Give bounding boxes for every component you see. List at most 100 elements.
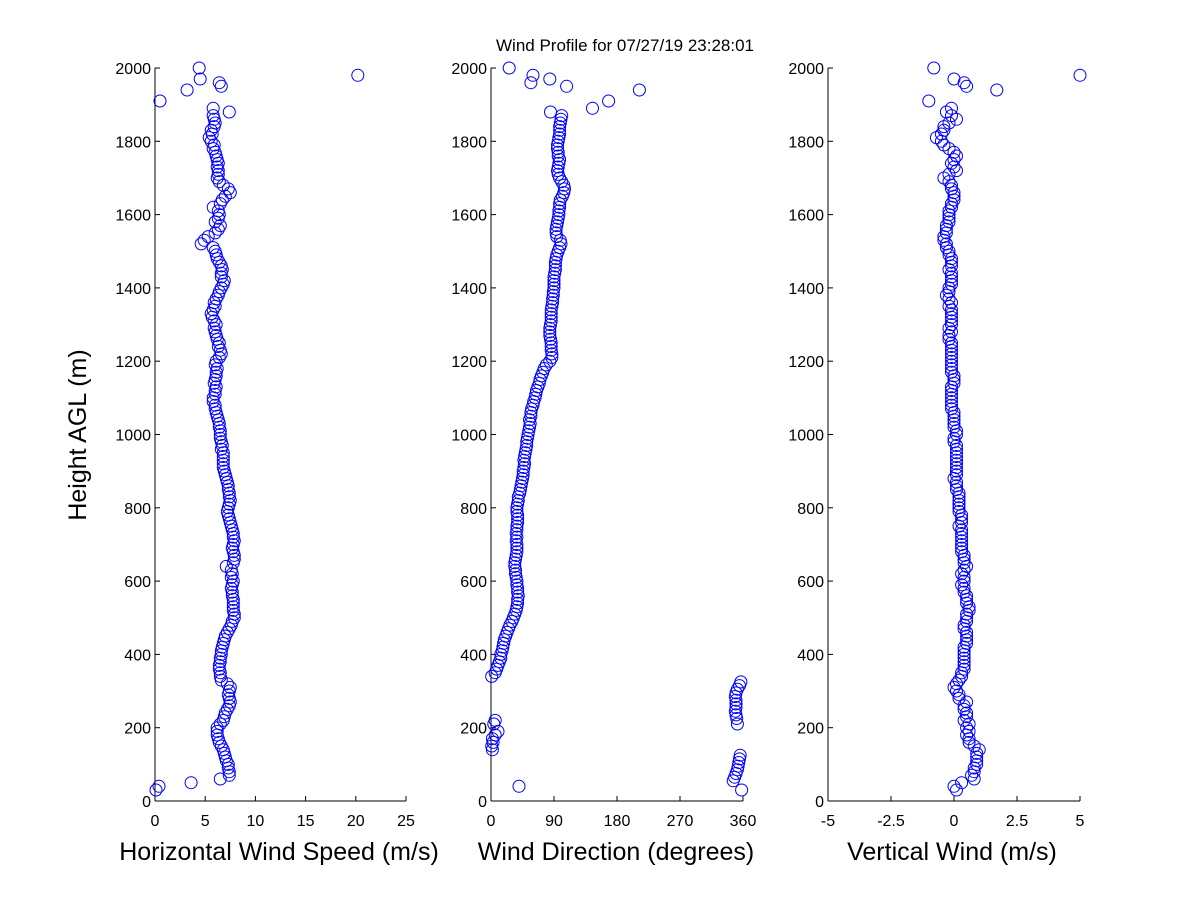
vertical-data-point [947,72,961,86]
speed-data-point [225,589,239,603]
y-tick-label: 1200 [788,354,824,371]
vertical-data-point [950,457,963,471]
vertical-data-point [950,677,963,691]
speed-data-point [220,625,234,639]
x-tick-label: 10 [247,813,265,830]
vertical-data-point [955,523,969,537]
direction-data-point [503,618,517,632]
speed-data-point [216,461,230,474]
vertical-data-point [942,329,956,342]
direction-data-point [549,226,563,240]
speed-data-point [206,109,220,123]
speed-data-point [212,351,226,364]
direction-data-point [730,682,744,696]
y-axis-label: Height AGL (m) [64,349,92,520]
x-tick-label: -2.5 [877,813,905,830]
vertical-data-point [947,417,961,430]
vertical-data-point [952,501,966,515]
x-tick-label: 25 [397,813,415,830]
vertical-data-point [922,94,936,108]
x-tick-label: 5 [201,813,210,830]
vertical-data-point [950,468,963,482]
direction-data-point [510,578,524,592]
y-tick-label: 200 [124,721,151,738]
speed-data-point [218,629,232,643]
direction-data-point [544,105,557,119]
vertical-data-point [950,475,963,489]
speed-data-point [222,768,236,782]
speed-data-point [184,776,198,790]
direction-data-point [511,516,525,529]
direction-panel: 0 200 400 600 800 1000 1200 1400 1600 1800 2000 0 90… [451,61,756,866]
speed-data-point [180,83,194,97]
y-tick-label: 1200 [115,354,151,371]
speed-data-point [206,241,220,255]
direction-data-point [544,340,558,353]
y-tick-label: 600 [124,574,151,591]
speed-data-point [226,600,240,614]
vertical-data-point [967,772,981,786]
speed-data-point [213,717,227,731]
vertical-panel: 0 200 400 600 800 1000 1200 1400 1600 1800 2000 -5 -… [788,61,1087,866]
vertical-data-point [927,61,941,75]
speed-data-point [149,783,163,797]
y-tick-label: 200 [460,721,487,738]
vertical-data-point [945,402,958,416]
x-tick-label: 20 [347,813,365,830]
speed-data-point [212,285,226,299]
direction-data-point [510,541,524,555]
speed-data-point [216,453,230,467]
speed-data-point [207,321,221,335]
direction-data-point [488,728,502,742]
vertical-data-point [950,453,963,467]
direction-data-point [510,545,524,559]
speed-data-point [214,281,228,295]
vertical-data-point [950,450,963,463]
speed-data-point [208,387,222,401]
speed-data-point [351,68,365,82]
vertical-data-point [955,538,969,551]
vertical-data-point [960,625,974,639]
y-tick-label: 1800 [788,134,824,151]
vertical-data-point [955,776,969,790]
speed-data-point [208,226,222,240]
vertical-data-point [945,362,958,375]
x-tick-label: 90 [545,813,563,830]
speed-data-point [206,200,220,214]
speed-data-point [216,457,230,471]
vertical-data-point [952,505,966,518]
vertical-data-point [960,79,974,93]
vertical-data-point [957,658,971,672]
vertical-data-point [960,706,974,720]
x-tick-label: 360 [730,813,757,830]
vertical-data-point [957,574,971,588]
x-tick-label: 0 [487,813,496,830]
speed-data-point [216,446,230,460]
vertical-data-point [945,358,958,372]
direction-data-point [547,274,561,288]
y-tick-label: 800 [797,501,824,518]
direction-data-point [551,142,564,156]
vertical-data-point [965,768,979,782]
vertical-data-point [960,607,974,621]
direction-data-point [553,127,567,141]
vertical-data-point [957,581,971,595]
vertical-data-point [962,724,976,738]
vertical-data-point [957,655,971,669]
vertical-data-point [970,746,984,760]
vertical-data-point [950,112,963,126]
vertical-data-point [939,288,953,302]
y-tick-label: 1400 [788,281,824,298]
speed-data-point [209,380,223,394]
vertical-data-point [955,545,969,559]
vertical-data-point [945,351,958,364]
direction-data-point [729,701,743,714]
direction-data-point [488,713,502,727]
vertical-data-point [950,461,963,474]
speed-data-point [226,530,240,544]
direction-data-point [526,68,540,82]
speed-data-point [222,622,236,636]
vertical-data-point [939,237,953,251]
y-tick-label: 1400 [451,281,487,298]
x-tick-label: 0 [950,813,959,830]
